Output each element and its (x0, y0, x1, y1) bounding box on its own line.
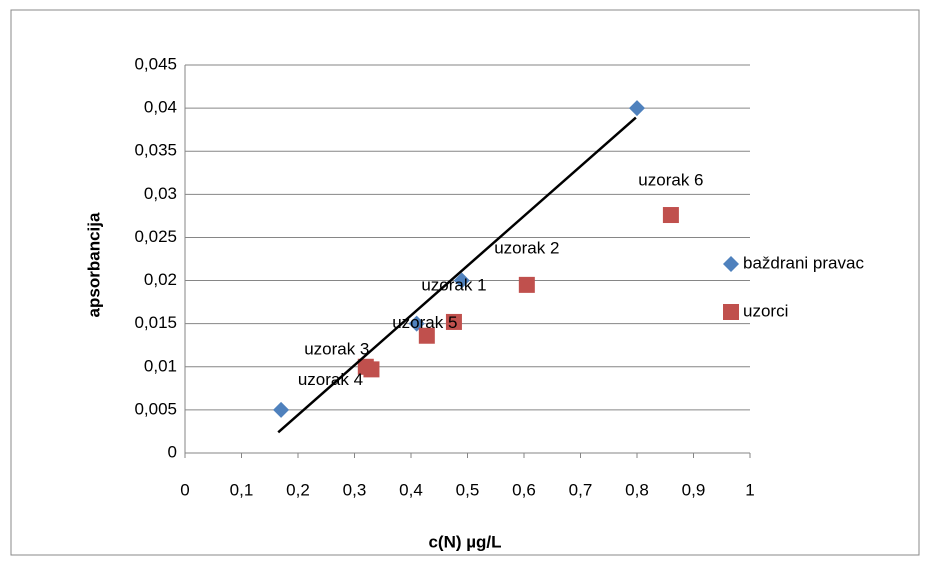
trendline (277, 116, 637, 434)
point (408, 315, 425, 332)
x-tick-label: 0,2 (286, 480, 310, 499)
x-tick-label: 0,4 (399, 480, 423, 499)
point (273, 401, 290, 418)
y-tick-label: 0,015 (134, 313, 177, 332)
y-tick-label: 0,02 (144, 270, 177, 289)
point (662, 207, 679, 224)
x-tick-label: 0,6 (512, 480, 536, 499)
point (629, 100, 645, 117)
x-tick-label: 0 (180, 480, 189, 499)
x-tick-label: 0,9 (682, 480, 706, 499)
y-tick-label: 0,04 (144, 98, 177, 117)
point (445, 313, 462, 330)
point (518, 276, 535, 293)
point (363, 361, 380, 378)
point (418, 327, 435, 344)
y-tick-label: 0,045 (134, 54, 177, 73)
y-axis-title: apsorbancija (84, 212, 103, 317)
data-label: uzorak 5 (392, 313, 457, 332)
x-tick-label: 0,7 (569, 480, 593, 499)
y-tick-label: 0,025 (134, 227, 177, 246)
x-tick-label: 0,3 (343, 480, 367, 499)
data-label: uzorak 3 (304, 339, 369, 358)
legend-marker (723, 304, 739, 320)
x-axis-title: c(N) µg/L (428, 532, 501, 551)
x-tick-label: 0,1 (230, 480, 254, 499)
data-label: uzorak 1 (421, 275, 486, 294)
y-tick-label: 0,03 (144, 184, 177, 203)
data-label: uzorak 6 (638, 171, 703, 190)
y-tick-label: 0,035 (134, 141, 177, 160)
legend-marker (723, 256, 739, 272)
y-tick-label: 0 (168, 442, 177, 461)
legend-label: baždrani pravac (743, 253, 864, 272)
legend-label: uzorci (743, 301, 788, 320)
x-tick-label: 1 (745, 480, 754, 499)
x-tick-label: 0,5 (456, 480, 480, 499)
y-tick-label: 0,005 (134, 399, 177, 418)
x-tick-label: 0,8 (625, 480, 649, 499)
point (453, 272, 470, 289)
data-label: uzorak 2 (494, 238, 559, 257)
data-label: uzorak 4 (298, 370, 363, 389)
y-tick-label: 0,01 (144, 356, 177, 375)
